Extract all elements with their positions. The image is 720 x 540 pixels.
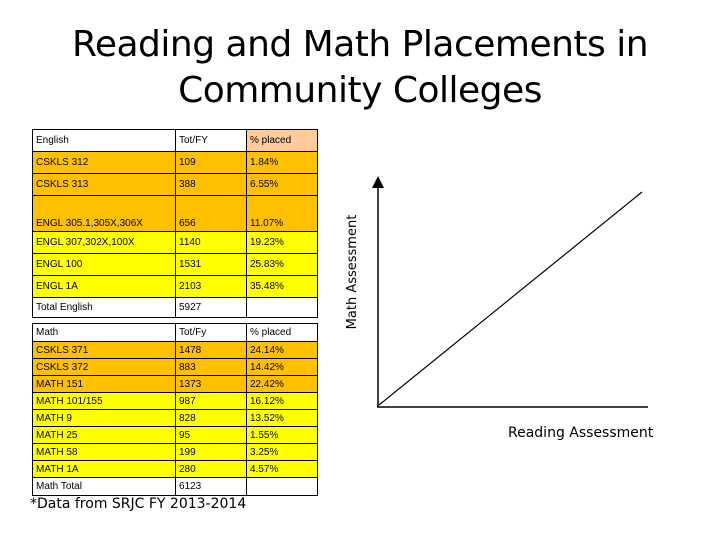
header-cell-percent: % placed bbox=[246, 323, 318, 342]
table-header-row: Math Tot/Fy % placed bbox=[32, 323, 318, 342]
table-row: CSKLS 313 388 6.55% bbox=[32, 173, 318, 196]
table-row: MATH 101/155 987 16.12% bbox=[32, 392, 318, 410]
table-total-row: Total English 5927 bbox=[32, 297, 318, 318]
slide-title: Reading and Math Placements in Community… bbox=[40, 22, 680, 114]
table-row: ENGL 307,302X,100X 1140 19.23% bbox=[32, 231, 318, 254]
y-axis-label: Math Assessment bbox=[345, 214, 360, 330]
table-row: ENGL 100 1531 25.83% bbox=[32, 253, 318, 276]
total-cell: 656 bbox=[175, 195, 247, 232]
diagonal-line bbox=[378, 191, 643, 406]
total-percent-cell bbox=[246, 477, 318, 496]
title-line-1: Reading and Math Placements in bbox=[71, 24, 649, 65]
english-placement-table: English Tot/FY % placed CSKLS 312 109 1.… bbox=[32, 129, 318, 318]
total-label-cell: Total English bbox=[32, 297, 176, 318]
total-value-cell: 5927 bbox=[175, 297, 247, 318]
data-source-footnote: *Data from SRJC FY 2013-2014 bbox=[30, 496, 247, 512]
total-percent-cell bbox=[246, 297, 318, 318]
header-cell-percent: % placed bbox=[246, 129, 318, 152]
x-axis-label: Reading Assessment bbox=[508, 425, 654, 441]
percent-cell: 11.07% bbox=[246, 195, 318, 232]
table-row: ENGL 1A 2103 35.48% bbox=[32, 275, 318, 298]
title-line-2: Community Colleges bbox=[178, 70, 542, 111]
table-row: MATH 25 95 1.55% bbox=[32, 426, 318, 444]
table-row: ENGL 305.1,305X,306X 656 11.07% bbox=[32, 195, 318, 232]
table-total-row: Math Total 6123 bbox=[32, 477, 318, 496]
header-cell-math: Math bbox=[32, 323, 176, 342]
table-row: MATH 9 828 13.52% bbox=[32, 409, 318, 427]
table-row: CSKLS 312 109 1.84% bbox=[32, 151, 318, 174]
table-row: CSKLS 371 1478 24.14% bbox=[32, 341, 318, 359]
math-placement-table: Math Tot/Fy % placed CSKLS 371 1478 24.1… bbox=[32, 323, 318, 496]
